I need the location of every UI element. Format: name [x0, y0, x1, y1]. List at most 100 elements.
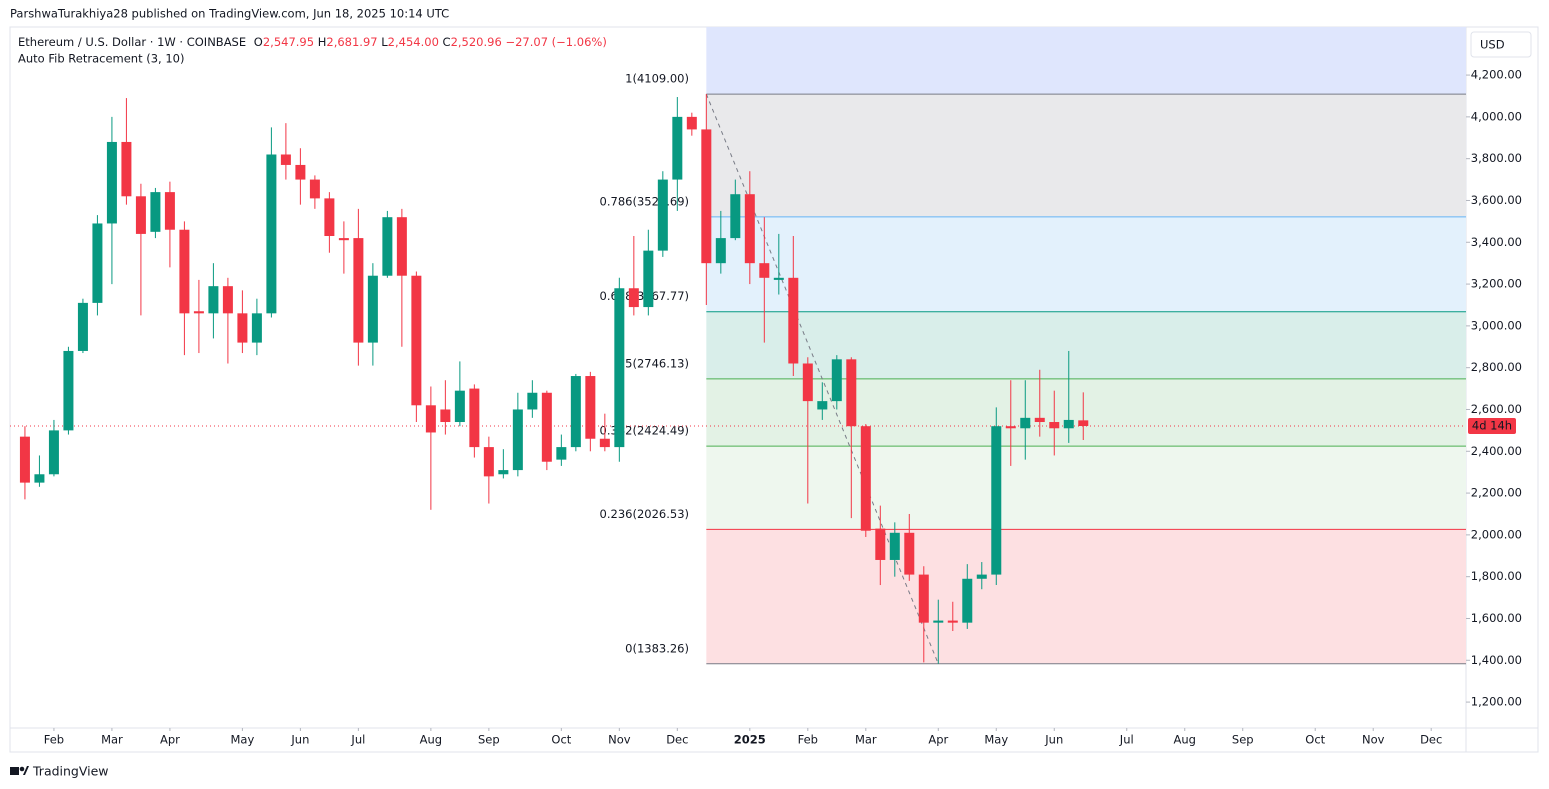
- x-tick-label: Mar: [101, 733, 123, 747]
- candle-body: [34, 474, 45, 483]
- fib-zone: [706, 94, 1466, 217]
- candle-body: [744, 194, 755, 264]
- y-tick-label: 2,000.00: [1471, 527, 1522, 541]
- candle-body: [338, 238, 349, 241]
- x-tick-label: Feb: [44, 733, 64, 747]
- candle-body: [237, 313, 248, 343]
- candle-body: [309, 179, 320, 199]
- x-tick-label: Sep: [1232, 733, 1254, 747]
- y-tick-label: 2,400.00: [1471, 444, 1522, 458]
- candle-body: [483, 447, 494, 477]
- candle-body: [106, 141, 117, 224]
- x-tick-label: Jul: [350, 733, 365, 747]
- candle-body: [904, 532, 915, 575]
- ohlc-value: 2,547.95: [263, 35, 314, 49]
- candle-body: [164, 192, 175, 230]
- candle-body: [295, 164, 306, 180]
- candle-body: [860, 426, 871, 531]
- candle-body: [976, 574, 987, 579]
- candle-body: [628, 288, 639, 308]
- candle-body: [1049, 422, 1060, 429]
- fib-label: 0.382(2424.49): [600, 424, 689, 438]
- x-tick-label: Aug: [1174, 733, 1196, 747]
- y-tick-label: 4,200.00: [1471, 68, 1522, 82]
- candle-body: [135, 196, 146, 234]
- brand-logo: [10, 766, 29, 775]
- candle-body: [266, 154, 277, 314]
- legend: Ethereum / U.S. Dollar · 1W · COINBASE O…: [18, 35, 607, 49]
- candle-body: [1034, 417, 1045, 423]
- candle-body: [846, 359, 857, 427]
- ohlc-value: 2,520.96: [451, 35, 502, 49]
- candle-body: [788, 277, 799, 364]
- y-tick-label: 3,600.00: [1471, 193, 1522, 207]
- candle-body: [657, 179, 668, 251]
- candle-body: [77, 302, 88, 351]
- candle-body: [498, 470, 509, 475]
- x-tick-label: Jun: [1044, 733, 1063, 747]
- y-tick-label: 1,200.00: [1471, 695, 1522, 709]
- candle-body: [730, 194, 741, 239]
- fib-trend-line: [705, 93, 939, 664]
- fib-zone: [706, 378, 1466, 447]
- candle-body: [962, 578, 973, 623]
- candle-body: [570, 376, 581, 448]
- x-tick-label: Jun: [290, 733, 309, 747]
- y-tick-label: 3,200.00: [1471, 277, 1522, 291]
- fib-zone: [706, 446, 1466, 530]
- candle-body: [643, 250, 654, 308]
- symbol: Ethereum / U.S. Dollar · 1W · COINBASE: [18, 35, 246, 49]
- candle-body: [1005, 426, 1016, 429]
- candle-body: [425, 405, 436, 433]
- x-tick-label: Dec: [1420, 733, 1442, 747]
- x-tick-label: Nov: [608, 733, 631, 747]
- candle-body: [411, 275, 422, 406]
- indicator: Auto Fib Retracement (3, 10): [18, 52, 184, 66]
- fib-label: 0.5(2746.13): [614, 356, 689, 370]
- candle-body: [831, 359, 842, 402]
- y-tick-label: 1,800.00: [1471, 569, 1522, 583]
- fib-label: 0.786(3521.69): [600, 194, 689, 208]
- candle-body: [512, 409, 523, 471]
- candle-body: [48, 430, 59, 475]
- candle-body: [541, 392, 552, 462]
- candle-body: [150, 192, 161, 232]
- x-tick-label: Mar: [855, 733, 877, 747]
- x-tick-label: Aug: [420, 733, 442, 747]
- candle-body: [527, 392, 538, 410]
- ohlc-value: 2,454.00: [388, 35, 439, 49]
- candle-body: [686, 116, 697, 130]
- candle-body: [933, 620, 944, 623]
- ohlc-key: L: [381, 35, 388, 49]
- fib-zone: [706, 27, 1466, 95]
- candle-body: [556, 447, 567, 460]
- publisher: ParshwaTurakhiya28 published on TradingV…: [10, 7, 449, 21]
- candle-body: [324, 198, 335, 237]
- candle-body: [382, 217, 393, 276]
- ohlc-value: 2,681.97: [326, 35, 377, 49]
- y-tick-label: 4,000.00: [1471, 109, 1522, 123]
- candle-body: [672, 116, 683, 180]
- x-tick-label: 2025: [734, 733, 766, 747]
- fib-zone: [706, 216, 1466, 312]
- candle-body: [918, 574, 929, 623]
- candle-body: [92, 223, 103, 303]
- y-tick-label: 2,200.00: [1471, 486, 1522, 500]
- x-tick-label: Dec: [666, 733, 688, 747]
- candle-body: [585, 376, 596, 439]
- candle-body: [1063, 419, 1074, 429]
- currency[interactable]: USD: [1480, 38, 1505, 52]
- candle-body: [875, 528, 886, 560]
- countdown-badge: [1468, 417, 1516, 434]
- candle-body: [222, 286, 233, 314]
- x-tick-label: Nov: [1362, 733, 1385, 747]
- currency-box[interactable]: [1470, 31, 1532, 58]
- y-tick-label: 3,000.00: [1471, 318, 1522, 332]
- ohlc-key: C: [443, 35, 451, 49]
- candle-body: [1078, 420, 1089, 426]
- plot-area: 1(4109.00)0.786(3521.69)0.618(3067.77)0.…: [10, 27, 1466, 665]
- change: −27.07 (−1.06%): [505, 35, 606, 49]
- candle-body: [179, 229, 190, 314]
- x-tick-label: Apr: [160, 733, 180, 747]
